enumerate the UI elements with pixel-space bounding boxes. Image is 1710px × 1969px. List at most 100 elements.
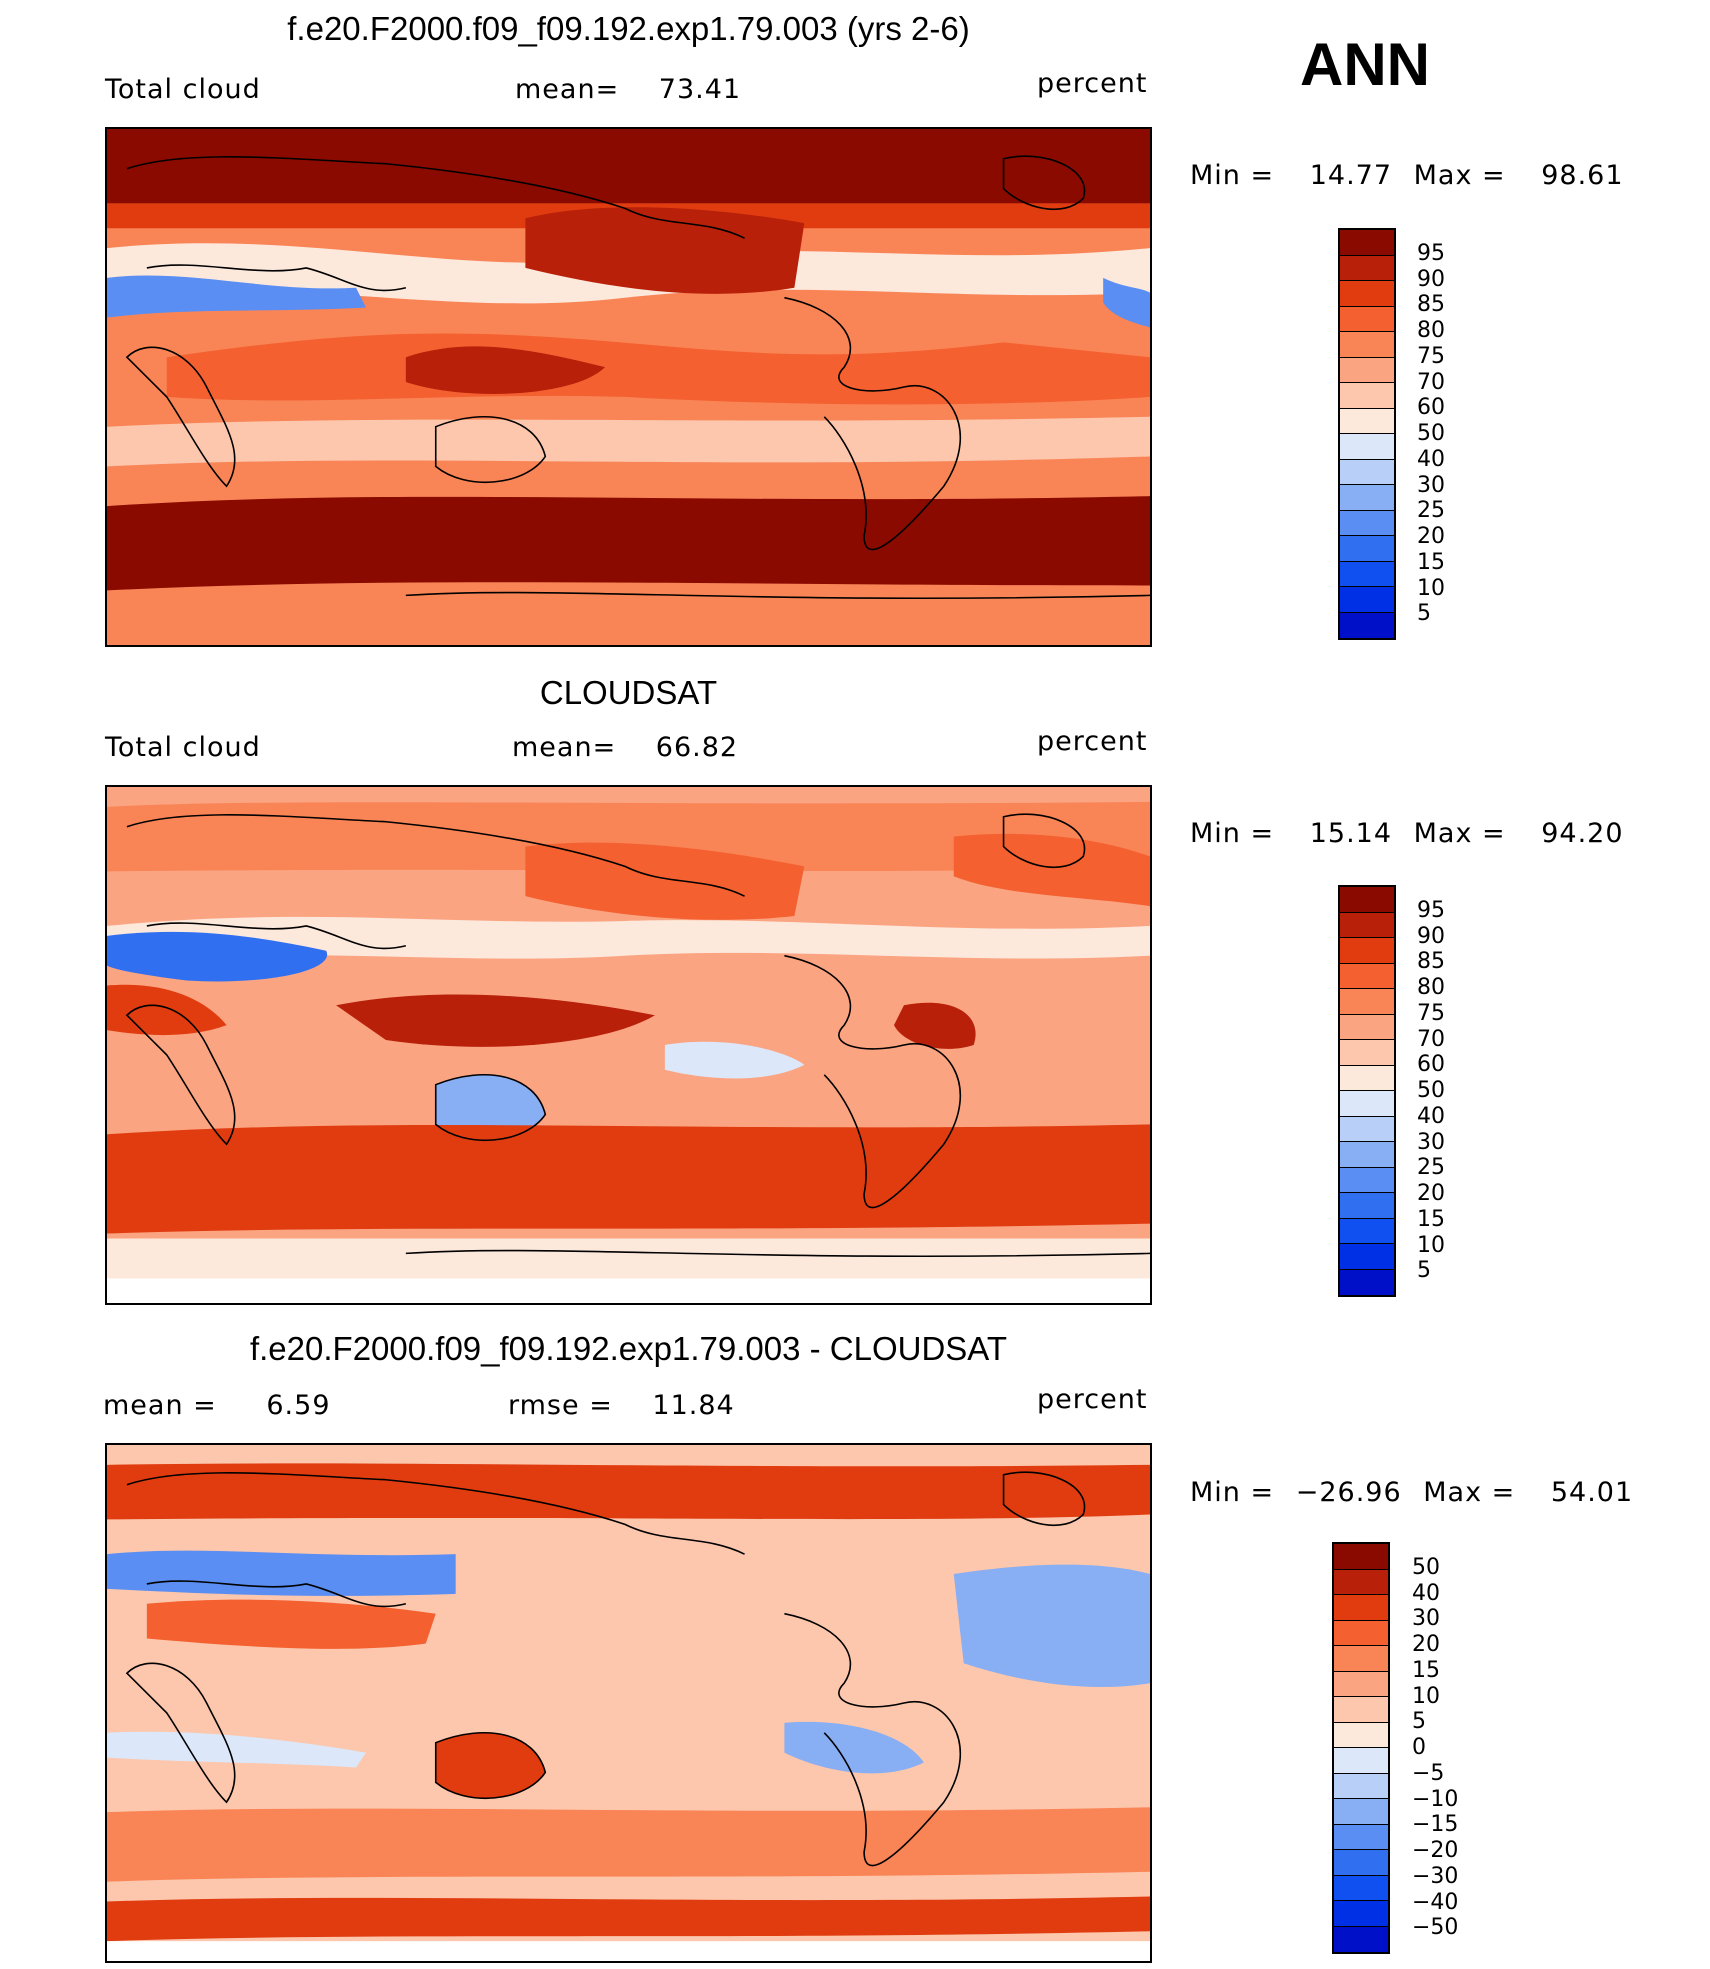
colorbar-tick-label: 80 [1417,318,1445,343]
colorbar-swatch [1340,536,1394,562]
colorbar-swatch [1340,1167,1394,1193]
map-1-subtrop [107,416,1150,467]
colorbar-tick-label: 95 [1417,240,1445,266]
colorbar-swatch [1334,1799,1388,1825]
colorbar-tick-label: −10 [1412,1786,1459,1812]
map-2-congo [107,984,227,1036]
colorbar-swatch [1340,1116,1394,1142]
colorbar-swatch [1340,1244,1394,1270]
colorbar-tick-label: 0 [1412,1735,1426,1760]
colorbar-tick-label: 20 [1412,1632,1440,1657]
colorbar-tick-label: 90 [1417,266,1445,292]
colorbar-tick-label: 5 [1412,1709,1426,1735]
colorbar-swatch [1334,1901,1388,1927]
colorbar-swatch [1340,989,1394,1015]
panel-1-min-value: 14.77 [1309,160,1393,191]
colorbar-swatch [1340,912,1394,938]
colorbar-tick-label: 30 [1417,472,1445,498]
panel-1-map [105,127,1152,647]
colorbar-swatch [1340,1193,1394,1219]
map-3-sepacific-blue [784,1721,924,1774]
colorbar-swatch [1340,1065,1394,1091]
map-1-southern [107,496,1150,591]
panel-3-mean-label: mean = [103,1390,217,1421]
panel-2-colorbar [1338,885,1396,1297]
colorbar-swatch [1340,612,1394,638]
map-1-arctic [107,129,1150,204]
colorbar-swatch [1340,383,1394,409]
colorbar-swatch [1334,1620,1388,1646]
colorbar-tick-label: 5 [1417,1258,1431,1284]
colorbar-tick-label: 15 [1417,549,1445,575]
colorbar-tick-label: 5 [1417,601,1431,627]
colorbar-tick-label: 60 [1417,395,1445,421]
map-3-antarctic [107,1896,1150,1942]
colorbar-swatch [1340,306,1394,332]
colorbar-tick-label: 50 [1412,1554,1440,1580]
colorbar-swatch [1334,1926,1388,1952]
colorbar-swatch [1334,1646,1388,1672]
colorbar-swatch [1340,887,1394,913]
colorbar-tick-label: 30 [1417,1129,1445,1155]
colorbar-tick-label: 15 [1412,1657,1440,1683]
colorbar-tick-label: 40 [1412,1580,1440,1606]
panel-1-variable-label: Total cloud [105,74,261,105]
panel-1-title: f.e20.F2000.f09_f09.192.exp1.79.003 (yrs… [287,10,970,47]
colorbar-swatch [1334,1773,1388,1799]
panel-2-map [105,785,1152,1305]
colorbar-swatch [1334,1824,1388,1850]
colorbar-tick-label: 30 [1412,1606,1440,1632]
panel-3-min-max: Min = −26.96 Max = 54.01 [1190,1477,1633,1508]
colorbar-tick-label: −15 [1412,1812,1459,1838]
panel-1-mean-value: 73.41 [658,74,742,105]
colorbar-tick-label: 20 [1417,1181,1445,1206]
colorbar-swatch [1340,485,1394,511]
colorbar-swatch [1340,587,1394,613]
map-1-npacific [525,207,805,294]
panel-1-units: percent [1037,68,1148,99]
panel-1-max-value: 98.61 [1541,160,1624,191]
map-2-north [107,801,1150,872]
panel-3-rmse: rmse = 11.84 [508,1390,735,1421]
map-1-coastlines [125,155,1150,600]
colorbar-tick-label: 25 [1417,1155,1445,1181]
colorbar-swatch [1340,1218,1394,1244]
colorbar-tick-label: −5 [1412,1760,1445,1786]
map-2-warm-pool [336,994,655,1047]
panel-3-min-label: Min = [1190,1477,1275,1508]
colorbar-swatch [1340,281,1394,307]
map-3-southern [107,1807,1150,1882]
colorbar-swatch [1340,332,1394,358]
colorbar-tick-label: 95 [1417,897,1445,923]
map-2-australia [435,1074,546,1141]
map-1-antarctic [107,595,1150,645]
map-3-africa-red [146,1599,436,1649]
colorbar-tick-label: 50 [1417,1078,1445,1103]
colorbar-swatch [1340,1014,1394,1040]
colorbar-tick-label: 80 [1417,975,1445,1000]
panel-3-colorbar [1332,1542,1390,1954]
colorbar-swatch [1334,1875,1388,1901]
map-1-europe-blue [107,275,367,318]
colorbar-tick-label: 20 [1417,524,1445,549]
colorbar-swatch [1334,1544,1388,1570]
panel-3-map [105,1443,1152,1963]
panel-3-mean: mean = 6.59 [103,1390,331,1421]
colorbar-swatch [1334,1748,1388,1774]
panel-1-mean: mean= 73.41 [515,74,741,105]
colorbar-swatch [1340,230,1394,256]
map-3-nodata [107,1941,1150,1961]
panel-1-mean-label: mean= [515,74,620,105]
panel-1-max-label: Max = [1413,160,1506,191]
colorbar-swatch [1340,963,1394,989]
panel-1-min-label: Min = [1190,160,1275,191]
panel-2-title: CLOUDSAT [539,674,718,711]
colorbar-swatch [1340,561,1394,587]
colorbar-swatch [1334,1671,1388,1697]
map-2-epacific-light [664,1041,805,1079]
map-3-arctic [107,1463,1150,1520]
panel-3-min-value: −26.96 [1295,1477,1402,1508]
map-2-antarctic-band [107,1238,1150,1279]
panel-3-title: f.e20.F2000.f09_f09.192.exp1.79.003 - CL… [249,1330,1008,1367]
panel-2-mean-value: 66.82 [655,732,739,763]
